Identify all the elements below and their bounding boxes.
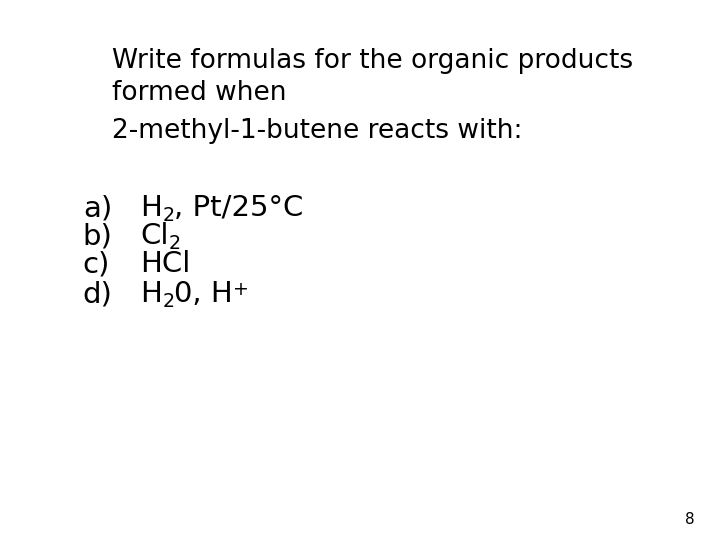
- Text: H: H: [140, 280, 162, 308]
- Text: H: H: [140, 194, 162, 222]
- Text: Cl: Cl: [140, 222, 169, 250]
- Text: 2-methyl-1-butene reacts with:: 2-methyl-1-butene reacts with:: [112, 118, 522, 144]
- Text: 2: 2: [169, 234, 181, 253]
- Text: a): a): [83, 194, 112, 222]
- Text: c): c): [83, 250, 110, 278]
- Text: HCl: HCl: [140, 250, 191, 278]
- Text: 8: 8: [685, 511, 695, 526]
- Text: formed when: formed when: [112, 80, 286, 106]
- Text: 0, H: 0, H: [174, 280, 233, 308]
- Text: d): d): [83, 280, 112, 308]
- Text: 2: 2: [162, 292, 174, 312]
- Text: 2: 2: [162, 206, 174, 225]
- Text: , Pt/25°C: , Pt/25°C: [174, 194, 304, 222]
- Text: +: +: [233, 280, 249, 299]
- Text: b): b): [83, 222, 112, 250]
- Text: Write formulas for the organic products: Write formulas for the organic products: [112, 48, 633, 73]
